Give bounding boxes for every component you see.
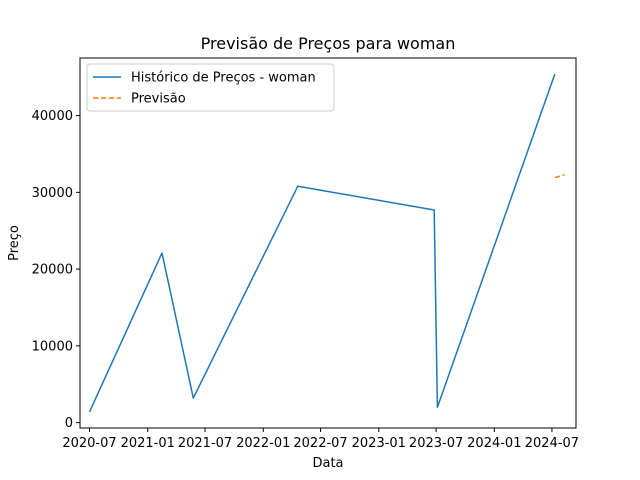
y-tick-label: 20000 — [32, 263, 73, 278]
series-line-1 — [554, 173, 565, 179]
x-tick-label: 2022-07 — [293, 436, 347, 451]
x-tick-label: 2024-07 — [525, 436, 579, 451]
legend-label-0: Histórico de Preços - woman — [131, 71, 316, 86]
axes-frame — [79, 57, 577, 429]
series-line-0 — [88, 73, 556, 413]
y-tick-label: 30000 — [32, 186, 73, 201]
y-tick-label: 10000 — [32, 339, 73, 354]
y-axis: 0 10000 20000 30000 40000 — [32, 109, 80, 431]
x-tick-label: 2023-07 — [409, 436, 463, 451]
x-axis-label: Data — [312, 456, 343, 471]
x-tick-label: 2021-01 — [121, 436, 175, 451]
x-axis: 2020-07 2021-01 2021-07 2022-01 2022-07 2023-… — [62, 428, 579, 451]
legend-label-1: Previsão — [131, 92, 186, 107]
x-tick-label: 2020-07 — [62, 436, 116, 451]
chart-title: Previsão de Preços para woman — [201, 34, 456, 53]
y-tick-label: 0 — [65, 416, 73, 431]
y-axis-label: Preço — [7, 225, 22, 261]
legend: Histórico de Preços - woman Previsão — [86, 63, 335, 112]
plot-area — [88, 73, 565, 413]
x-tick-label: 2023-01 — [352, 436, 406, 451]
x-tick-label: 2021-07 — [178, 436, 232, 451]
x-tick-label: 2022-01 — [236, 436, 290, 451]
legend-box — [86, 63, 335, 112]
y-tick-label: 40000 — [32, 109, 73, 124]
x-tick-label: 2024-01 — [467, 436, 521, 451]
